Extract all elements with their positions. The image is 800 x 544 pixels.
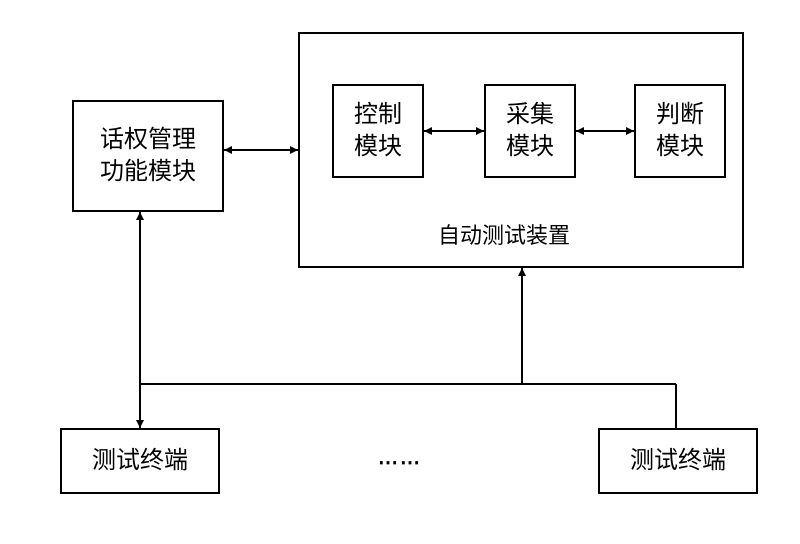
- speech-mgmt-label: 话权管理 功能模块: [100, 124, 196, 189]
- auto-test-device-label: 自动测试装置: [414, 222, 594, 251]
- control-module-label: 控制 模块: [354, 99, 402, 164]
- test-terminal-2-label: 测试终端: [630, 445, 726, 477]
- judge-module-label: 判断 模块: [656, 99, 704, 164]
- control-module: 控制 模块: [332, 84, 424, 178]
- ellipsis: ⋯⋯: [340, 450, 460, 476]
- test-terminal-1-label: 测试终端: [92, 445, 188, 477]
- test-terminal-2: 测试终端: [598, 428, 758, 494]
- collect-module: 采集 模块: [484, 84, 576, 178]
- collect-module-label: 采集 模块: [506, 99, 554, 164]
- test-terminal-1: 测试终端: [60, 428, 220, 494]
- judge-module: 判断 模块: [634, 84, 726, 178]
- speech-mgmt-module: 话权管理 功能模块: [72, 100, 224, 212]
